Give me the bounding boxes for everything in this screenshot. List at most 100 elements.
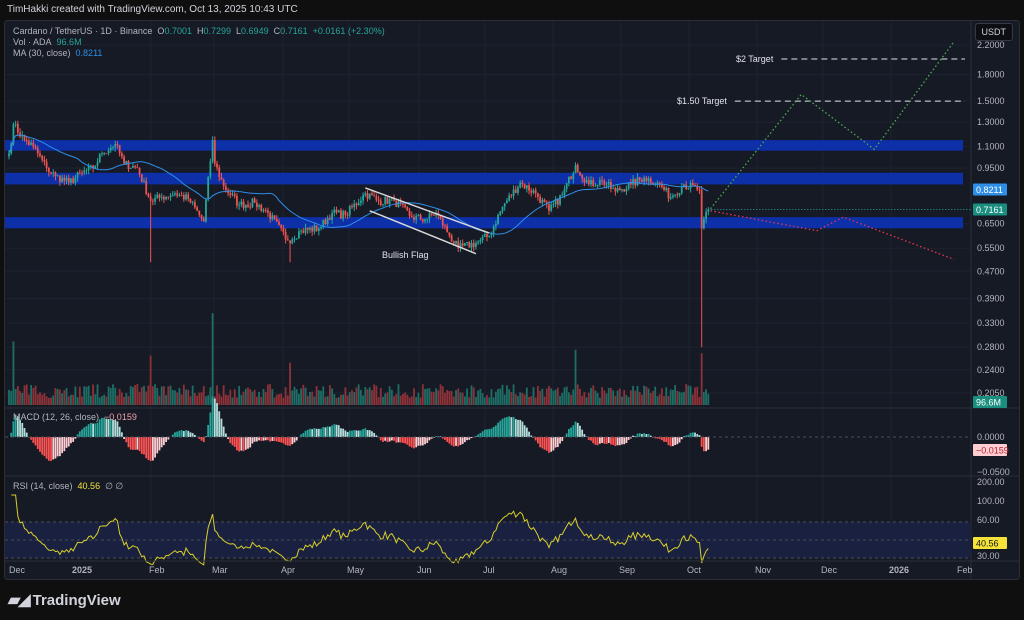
volume-bar	[191, 385, 194, 405]
candle-body	[592, 179, 595, 187]
macd-value: −0.0159	[104, 412, 137, 422]
volume-bar	[397, 384, 400, 405]
candle-body	[47, 168, 50, 173]
price-tick-label: 2.2000	[977, 40, 1005, 50]
volume-bar	[260, 396, 263, 405]
time-tick-label[interactable]: Sep	[619, 565, 635, 575]
volume-bar	[707, 393, 710, 405]
macd-bar	[229, 437, 232, 444]
time-tick-label[interactable]: Feb	[149, 565, 165, 575]
rsi-legend[interactable]: RSI (14, close) 40.56 ∅ ∅	[13, 481, 123, 492]
chart-frame[interactable]: Bullish Flag $2 Target $1.50 Target 2.2000 1…	[4, 20, 1020, 580]
tradingview-logo[interactable]: ▰◢ TradingView	[8, 590, 121, 610]
candle-body	[30, 142, 33, 145]
time-tick-label[interactable]: Apr	[281, 565, 295, 575]
volume-bar	[417, 392, 420, 405]
candle-body	[313, 225, 316, 232]
candle-body	[649, 178, 652, 184]
volume-bar	[138, 391, 141, 405]
macd-bar	[541, 437, 544, 449]
candle-body	[67, 177, 70, 183]
volume-bar	[618, 388, 621, 405]
macd-bar	[488, 429, 491, 437]
macd-bar	[76, 434, 79, 437]
macd-bar	[632, 435, 634, 437]
ma-legend[interactable]: MA (30, close) 0.8211	[13, 48, 102, 58]
candle-body	[691, 182, 694, 186]
time-tick-label[interactable]: 2026	[889, 565, 909, 575]
volume-bar	[395, 394, 398, 405]
volume-bar	[450, 390, 453, 405]
volume-bar	[36, 394, 39, 405]
macd-bar	[255, 437, 258, 442]
volume-bar	[127, 396, 130, 405]
volume-bar	[625, 395, 628, 405]
macd-bar	[461, 437, 464, 444]
macd-bar	[353, 430, 356, 437]
macd-bar	[371, 431, 373, 437]
macd-bar	[477, 434, 480, 437]
volume-bar	[702, 391, 705, 405]
macd-bar	[645, 434, 648, 437]
candle-body	[304, 227, 307, 233]
candle-body	[114, 143, 117, 148]
price-tick-label: 1.1000	[977, 142, 1005, 152]
macd-bar	[112, 419, 114, 437]
macd-bar	[324, 427, 327, 437]
macd-bar	[379, 437, 382, 441]
macd-bar	[669, 437, 672, 447]
candle-body	[565, 183, 568, 190]
macd-bar	[658, 437, 661, 439]
macd-bar	[402, 437, 404, 443]
macd-bar	[368, 430, 371, 437]
candle-body	[229, 192, 232, 196]
candle-body	[537, 193, 539, 197]
candle-body	[14, 123, 17, 125]
macd-bar	[397, 437, 400, 443]
volume-legend[interactable]: Vol · ADA 96.6M	[13, 37, 82, 47]
macd-legend[interactable]: MACD (12, 26, close) −0.0159	[13, 412, 137, 422]
time-tick-label[interactable]: Nov	[755, 565, 772, 575]
macd-bar	[543, 437, 546, 450]
candle-body	[528, 185, 530, 191]
macd-bar	[116, 421, 119, 437]
candle-body	[25, 140, 28, 142]
macd-badge: −0.0159	[976, 446, 1009, 456]
time-tick-label[interactable]: Jul	[483, 565, 495, 575]
volume-bar	[41, 394, 44, 405]
rsi-tick-label: 100.00	[977, 496, 1005, 506]
candle-body	[379, 200, 382, 205]
time-tick-label[interactable]: Jun	[417, 565, 432, 575]
target-label: $1.50 Target	[677, 96, 727, 106]
time-tick-label[interactable]: 2025	[72, 565, 92, 575]
time-tick-label[interactable]: Dec	[821, 565, 838, 575]
time-tick-label[interactable]: Aug	[551, 565, 567, 575]
candle-body	[209, 161, 212, 177]
time-tick-label[interactable]: Mar	[212, 565, 228, 575]
time-tick-label[interactable]: Feb	[957, 565, 973, 575]
macd-bar	[499, 420, 502, 437]
macd-bar	[625, 437, 628, 444]
time-tick-label[interactable]: Dec	[9, 565, 26, 575]
volume-bar	[503, 394, 506, 405]
macd-bar	[174, 432, 176, 437]
macd-bar	[475, 435, 477, 437]
time-tick-label[interactable]: Oct	[687, 565, 702, 575]
volume-bar	[364, 387, 367, 405]
macd-bar	[302, 432, 305, 437]
candle-body	[603, 181, 606, 186]
time-tick-label[interactable]: May	[347, 565, 365, 575]
volume-bar	[174, 390, 176, 405]
volume-bar	[470, 385, 473, 405]
chart-canvas[interactable]: Bullish Flag $2 Target $1.50 Target 2.2000 1…	[5, 21, 1020, 580]
macd-bar	[273, 437, 276, 442]
candle-body	[362, 195, 364, 201]
volume-bar	[519, 392, 522, 405]
currency-button[interactable]: USDT	[974, 23, 1013, 41]
volume-bar	[623, 389, 626, 405]
rsi-value: 40.56	[77, 481, 101, 491]
volume-badge: 96.6M	[976, 398, 1001, 408]
candle-body	[125, 161, 128, 164]
candle-body	[541, 199, 544, 203]
symbol-title[interactable]: Cardano / TetherUS · 1D · Binance	[13, 26, 153, 36]
